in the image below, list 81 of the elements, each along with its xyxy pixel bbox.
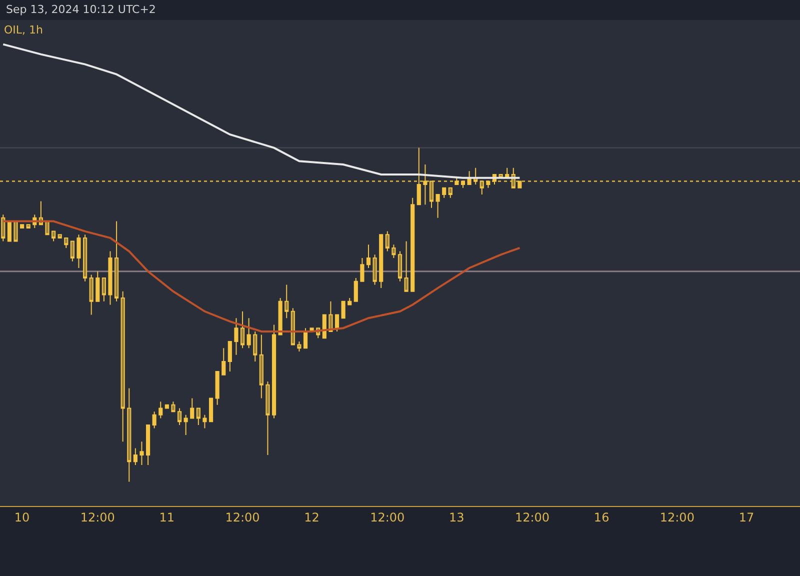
candlestick xyxy=(448,187,452,198)
candlestick xyxy=(328,300,333,332)
candlestick xyxy=(410,197,415,292)
x-tick-label: 12:00 xyxy=(225,510,260,524)
candlestick xyxy=(177,408,182,426)
candlestick xyxy=(64,237,68,248)
candlestick xyxy=(190,398,194,419)
candlestick xyxy=(266,381,270,456)
candlestick xyxy=(423,164,428,206)
candlestick xyxy=(158,401,163,419)
candlestick xyxy=(348,298,352,306)
x-tick-label: 11 xyxy=(159,510,175,524)
candlestick xyxy=(89,274,94,316)
candlestick xyxy=(202,414,207,429)
candlestick xyxy=(284,284,289,319)
candlestick xyxy=(480,180,484,196)
candlestick xyxy=(442,187,446,198)
x-tick-label: 17 xyxy=(738,510,754,524)
candlestick xyxy=(215,371,220,406)
candlestick xyxy=(152,411,156,429)
candlestick xyxy=(1,214,6,242)
candlestick xyxy=(429,180,434,208)
candlestick xyxy=(96,270,100,302)
candlestick xyxy=(70,240,74,262)
candlestick xyxy=(372,254,377,286)
candlestick xyxy=(272,324,276,419)
candlestick xyxy=(14,220,18,242)
candlestick xyxy=(234,318,238,356)
candlestick xyxy=(52,230,56,242)
candlestick xyxy=(460,180,466,188)
candlestick xyxy=(184,414,188,436)
candlestick xyxy=(114,220,119,302)
x-tick-label: 12:00 xyxy=(370,510,405,524)
candlestick xyxy=(146,424,150,466)
candlestick xyxy=(290,308,295,346)
candlestick xyxy=(392,244,396,258)
candlestick xyxy=(76,234,81,269)
candlestick xyxy=(297,340,302,352)
candlestick xyxy=(404,240,408,292)
candlestick xyxy=(83,234,88,282)
candlestick xyxy=(108,250,112,306)
candlestick xyxy=(454,177,459,186)
chart-title: OIL, 1h xyxy=(4,24,44,37)
candlestick xyxy=(222,348,226,376)
candlestick xyxy=(7,220,12,242)
candlestick xyxy=(58,234,62,238)
candlestick xyxy=(253,330,258,362)
candlestick xyxy=(102,278,106,302)
candlestick xyxy=(246,318,251,349)
candlestick xyxy=(379,234,384,289)
x-tick-label: 16 xyxy=(594,510,610,524)
candlestick xyxy=(278,298,282,336)
candlestick xyxy=(354,278,358,302)
text: Sep 13, 2024 10:12 UTC+2 xyxy=(6,3,156,16)
x-tick-label: 12:00 xyxy=(80,510,115,524)
candlestick xyxy=(208,398,214,422)
x-tick-label: 12:00 xyxy=(660,510,694,524)
x-tick-label: 12 xyxy=(304,510,320,524)
x-tick-label: 13 xyxy=(449,510,464,524)
candlestick xyxy=(385,230,390,252)
candlestick xyxy=(240,310,245,349)
candlestick xyxy=(259,334,264,399)
candlestick xyxy=(518,180,522,188)
candlestick xyxy=(416,147,421,206)
candlestick xyxy=(120,290,125,442)
candlestick xyxy=(127,388,132,482)
candlestick xyxy=(26,224,30,228)
candlestick xyxy=(196,408,200,426)
candlestick xyxy=(398,250,402,282)
x-tick-label: 10 xyxy=(14,510,30,524)
candlestick xyxy=(20,224,24,228)
candlestick xyxy=(228,340,232,372)
candlestick xyxy=(140,441,144,466)
candlestick xyxy=(171,401,176,412)
candlestick xyxy=(366,244,371,269)
candlestick xyxy=(486,180,490,188)
x-tick-label: 12:00 xyxy=(514,510,550,524)
candlestick xyxy=(360,257,364,282)
candlestick xyxy=(341,300,346,319)
candlestick xyxy=(436,194,440,218)
candlestick xyxy=(133,448,138,466)
